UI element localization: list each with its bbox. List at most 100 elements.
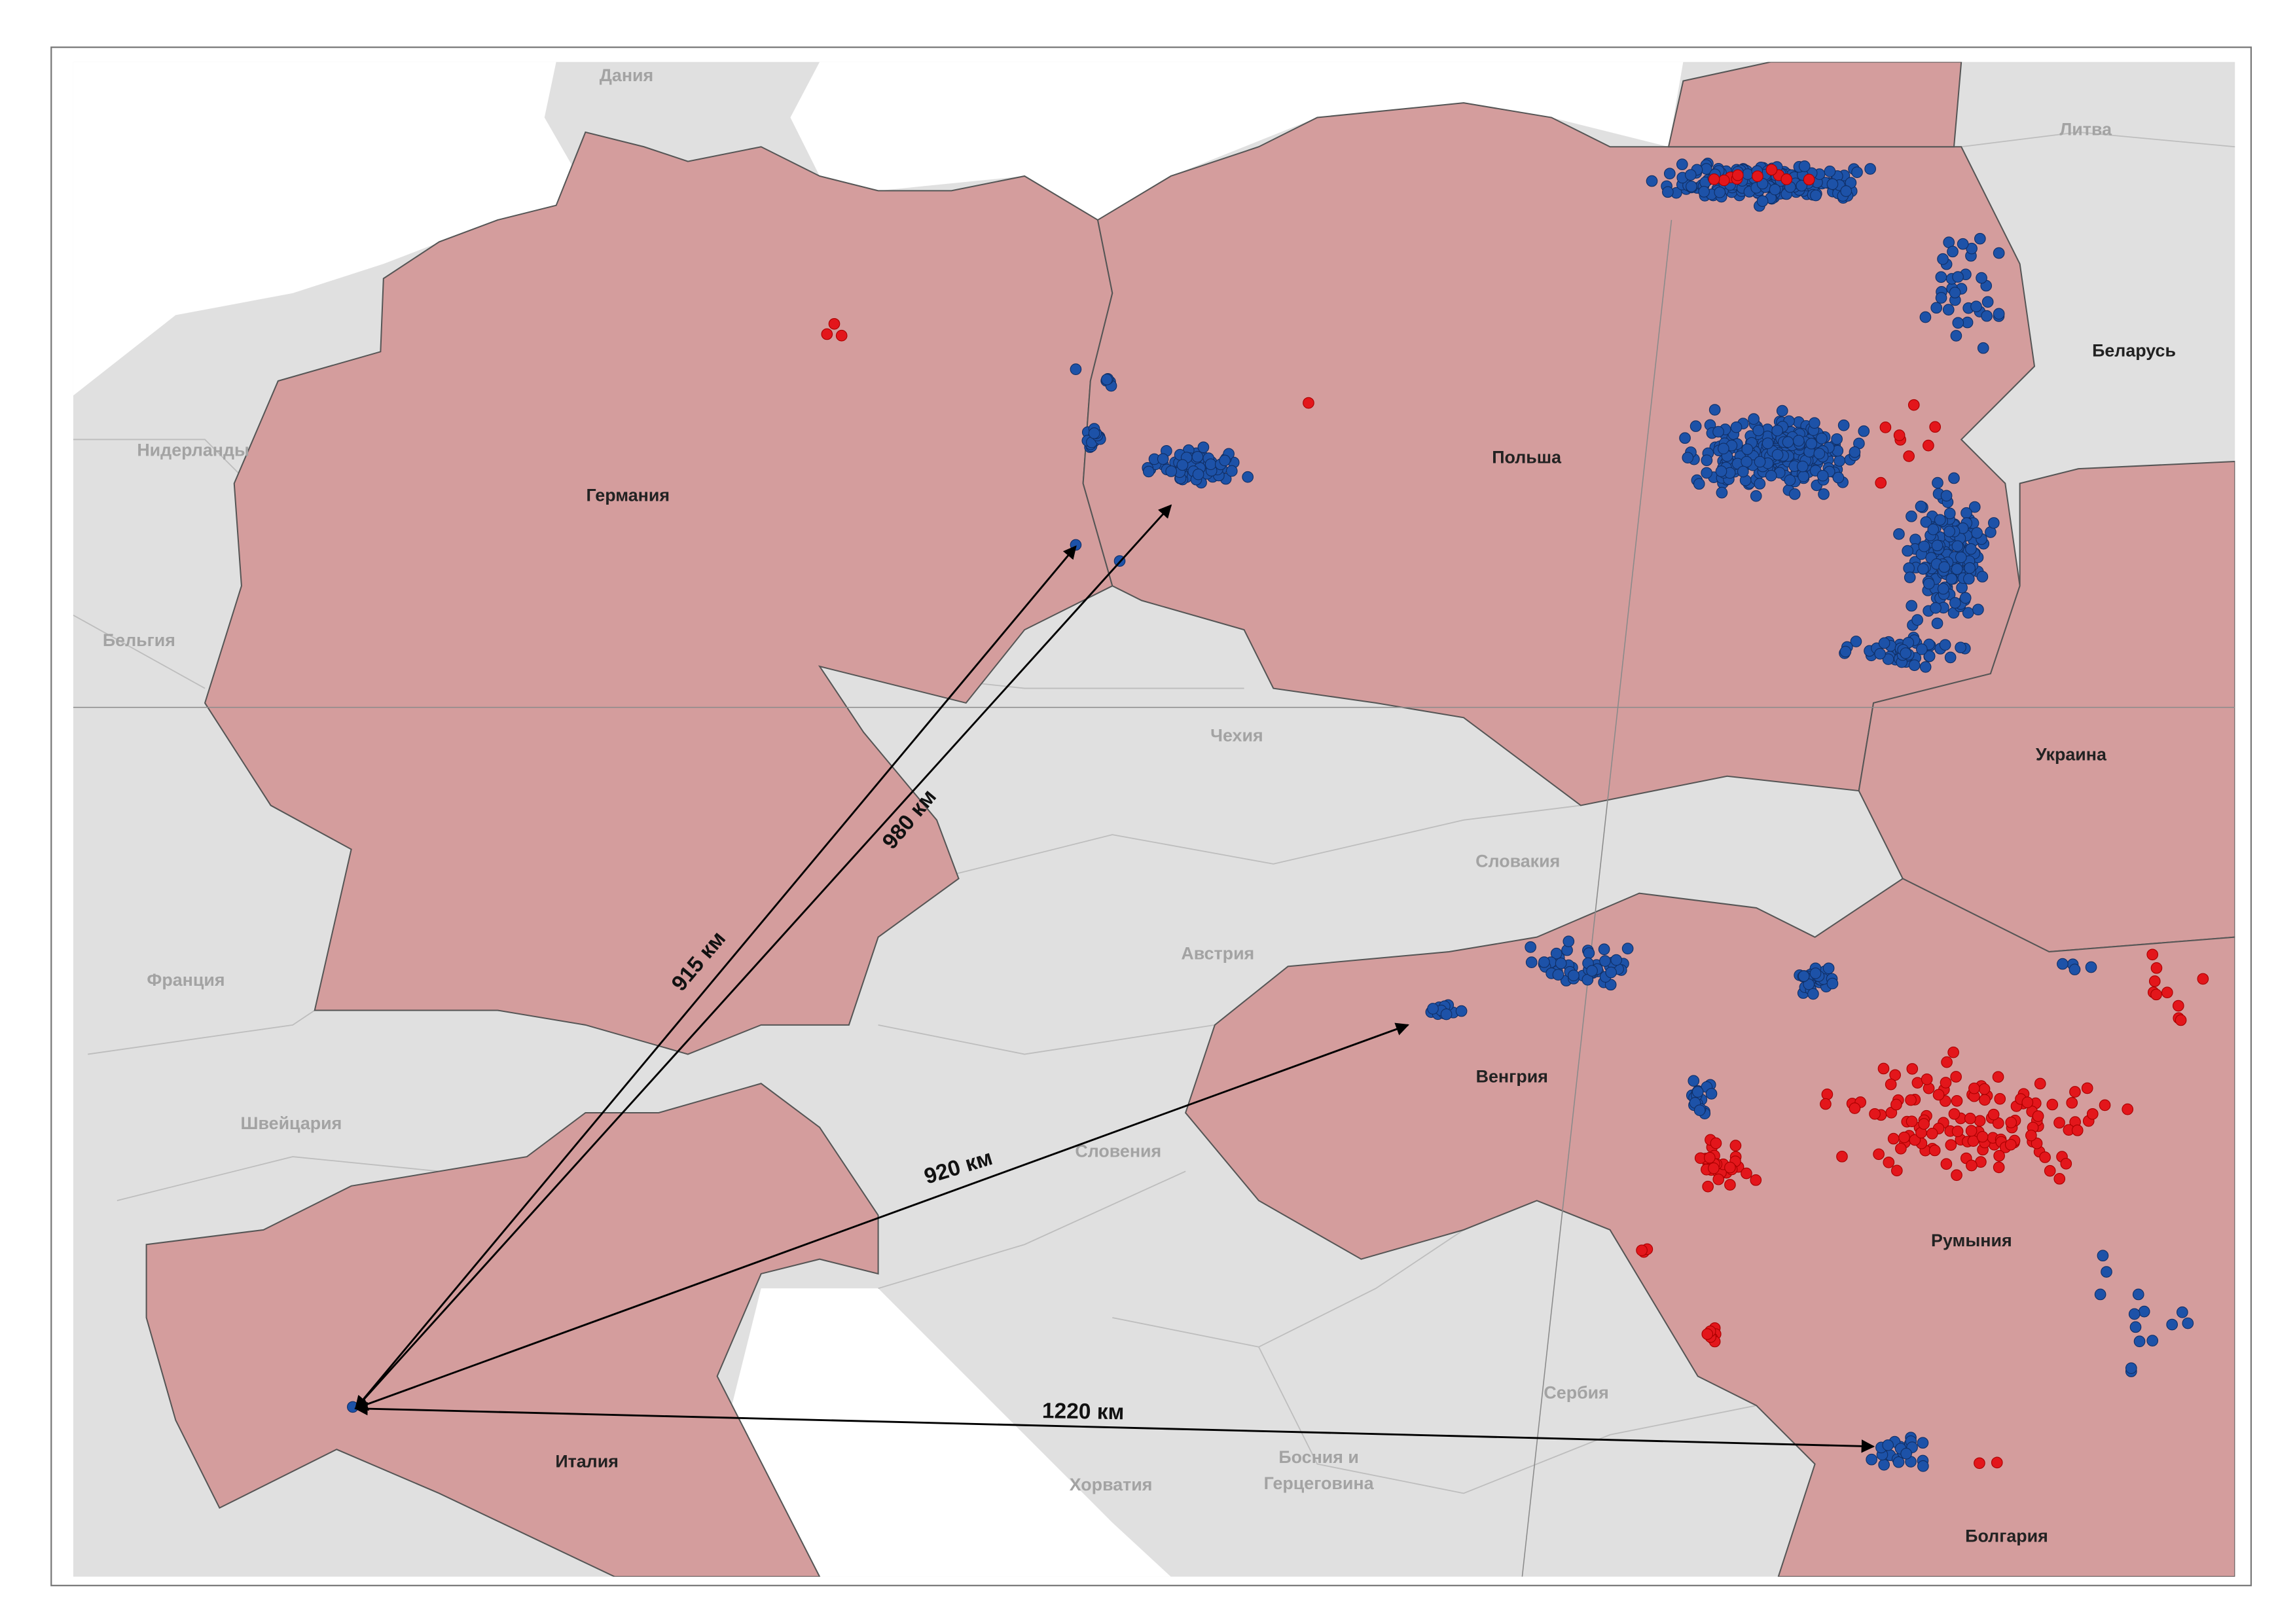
site-blue	[1754, 478, 1766, 490]
site-blue	[1191, 450, 1204, 463]
site-red	[2148, 975, 2161, 987]
site-blue	[1714, 186, 1726, 198]
site-red	[1906, 1115, 1918, 1128]
site-blue	[1771, 424, 1783, 437]
site-blue	[1943, 507, 1956, 520]
distance-arrow	[354, 1401, 1875, 1453]
site-blue	[1939, 639, 1951, 651]
site-red	[2081, 1082, 2093, 1094]
site-blue	[2182, 1317, 2194, 1329]
site-blue	[1219, 454, 1231, 467]
site-blue	[1693, 478, 1705, 490]
country-label: Чехия	[1210, 725, 1263, 745]
sea	[73, 62, 579, 396]
site-red	[1718, 174, 1730, 187]
site-blue	[1809, 967, 1822, 979]
site-blue	[1956, 581, 1968, 594]
country-label: Герцеговина	[1264, 1473, 1375, 1493]
site-blue	[1691, 1086, 1704, 1098]
country-label: Дания	[600, 65, 653, 85]
site-blue	[1937, 583, 1949, 595]
site-blue	[1684, 169, 1697, 181]
site-blue	[1930, 602, 1942, 614]
site-red	[1978, 1083, 1991, 1095]
site-red	[2034, 1077, 2046, 1090]
site-red	[1890, 1098, 1902, 1111]
site-blue	[1737, 465, 1749, 478]
site-blue	[1906, 511, 1917, 522]
country-label: Словения	[1075, 1141, 1161, 1161]
site-blue	[1955, 551, 1967, 564]
site-blue	[1981, 310, 1993, 322]
site-red	[1976, 1130, 1989, 1143]
site-blue	[1837, 419, 1850, 431]
site-blue	[1455, 1005, 1468, 1017]
site-blue	[1752, 424, 1765, 437]
site-blue	[1900, 1447, 1912, 1460]
site-blue	[1568, 969, 1580, 982]
site-blue	[1950, 330, 1962, 342]
site-blue	[1917, 563, 1929, 575]
site-red	[1836, 1151, 1848, 1163]
site-blue	[2094, 1288, 2106, 1301]
site-blue	[1816, 433, 1828, 444]
site-blue	[1976, 571, 1989, 583]
site-blue	[1754, 456, 1766, 468]
site-red	[1947, 1046, 1959, 1058]
site-blue	[1192, 468, 1204, 480]
site-red	[2122, 1103, 2134, 1115]
site-blue	[1988, 517, 2000, 529]
site-blue	[1805, 437, 1818, 450]
site-blue	[1204, 458, 1217, 471]
site-blue	[2138, 1305, 2150, 1318]
site-red	[1932, 1089, 1945, 1101]
site-blue	[1957, 238, 1969, 250]
site-blue	[1906, 600, 1918, 612]
site-red	[1879, 422, 1892, 433]
site-red	[1993, 1161, 2005, 1174]
site-blue	[2057, 958, 2069, 970]
country-label: Сербия	[1544, 1382, 1608, 1402]
kaliningrad	[1667, 62, 1962, 148]
site-blue	[1552, 969, 1564, 981]
site-blue	[1931, 617, 1943, 630]
country-label: Венгрия	[1476, 1066, 1548, 1086]
site-blue	[1715, 465, 1727, 477]
site-blue	[1586, 965, 1598, 977]
site-blue	[1940, 490, 1953, 502]
site-blue	[1676, 158, 1688, 170]
site-blue	[1974, 232, 1986, 245]
site-red	[2053, 1117, 2065, 1129]
site-blue	[1923, 577, 1935, 590]
site-blue	[1646, 175, 1658, 187]
site-red	[1752, 170, 1763, 183]
site-red	[1926, 1127, 1938, 1140]
site-blue	[1893, 528, 1905, 540]
site-blue	[2133, 1335, 2146, 1348]
site-red	[1741, 1167, 1752, 1180]
country-label: Польша	[1492, 448, 1562, 467]
site-blue	[1225, 465, 1238, 477]
site-blue	[1555, 957, 1567, 969]
distance-label: 1220 км	[1042, 1399, 1125, 1424]
site-red	[1940, 1158, 1953, 1170]
site-red	[1708, 173, 1720, 185]
site-blue	[1864, 163, 1876, 175]
site-blue	[1937, 253, 1949, 265]
site-red	[1929, 421, 1942, 433]
site-red	[1991, 1456, 2003, 1469]
site-blue	[1157, 453, 1169, 465]
site-blue	[1927, 523, 1940, 535]
site-blue	[1621, 943, 1634, 954]
site-red	[1710, 1137, 1722, 1149]
site-red	[2005, 1116, 2017, 1128]
country-label: Нидерланды	[137, 440, 249, 460]
site-red	[1994, 1092, 2006, 1105]
site-blue	[1816, 469, 1829, 482]
site-blue	[1932, 477, 1943, 489]
site-blue	[1952, 271, 1964, 283]
site-blue	[1782, 436, 1794, 448]
site-red	[2046, 1098, 2059, 1111]
site-blue	[1698, 186, 1710, 198]
site-red	[1993, 1149, 2005, 1162]
